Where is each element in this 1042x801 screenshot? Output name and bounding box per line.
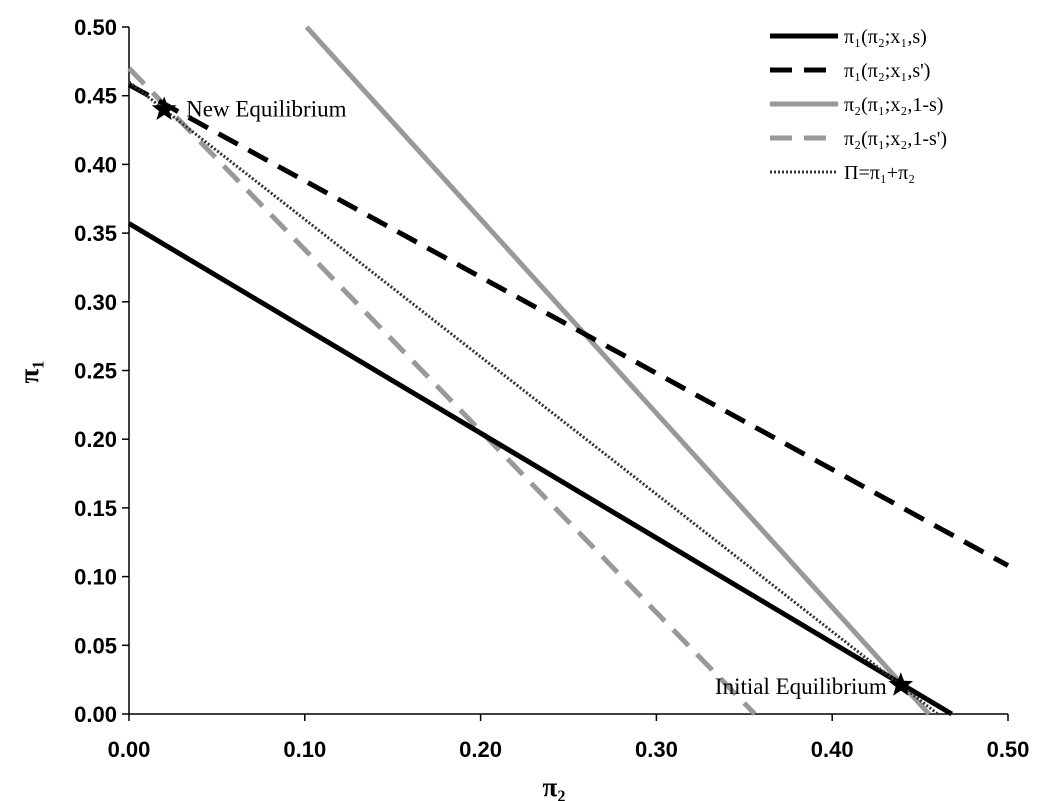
y-tick-label: 0.05 bbox=[74, 633, 117, 658]
y-tick-label: 0.20 bbox=[74, 427, 117, 452]
y-tick-label: 0.30 bbox=[74, 290, 117, 315]
legend: π₁(π₂;x₁,s) π₁(π₂;x₁,s') π₂(π₁;x₂,1-s) π₂(π… bbox=[770, 26, 947, 184]
y-tick-label: 0.15 bbox=[74, 496, 117, 521]
x-tick-label: 0.40 bbox=[811, 737, 854, 762]
annotation-layer: New Equilibrium Initial Equilibrium bbox=[151, 96, 914, 699]
legend-label: Π=π₁+π₂ bbox=[844, 162, 915, 184]
y-tick-label: 0.35 bbox=[74, 221, 117, 246]
y-tick-label: 0.10 bbox=[74, 565, 117, 590]
y-tick-label: 0.50 bbox=[74, 15, 117, 40]
series-line-2 bbox=[127, 82, 1010, 568]
annotation-label: Initial Equilibrium bbox=[715, 674, 887, 699]
series-line-4 bbox=[127, 66, 757, 716]
legend-label: π₂(π₁;x₂,1-s') bbox=[844, 128, 947, 150]
legend-label: π₁(π₂;x₁,s) bbox=[844, 26, 927, 48]
series-line-5 bbox=[128, 80, 939, 716]
equilibrium-star-icon bbox=[888, 672, 914, 696]
y-tick-label: 0.25 bbox=[74, 359, 117, 384]
series-line-1 bbox=[127, 221, 953, 717]
series-line-3 bbox=[304, 25, 931, 716]
y-axis-label: π₁ bbox=[14, 361, 44, 384]
x-axis-label: π₂ bbox=[543, 772, 566, 801]
y-tick-label: 0.00 bbox=[74, 702, 117, 727]
x-tick-label: 0.00 bbox=[108, 737, 151, 762]
y-tick-label: 0.45 bbox=[74, 84, 117, 109]
legend-label: π₂(π₁;x₂,1-s) bbox=[844, 94, 943, 116]
x-tick-label: 0.30 bbox=[635, 737, 678, 762]
x-tick-label: 0.50 bbox=[987, 737, 1030, 762]
series-layer bbox=[127, 25, 1010, 717]
annotation-label: New Equilibrium bbox=[186, 96, 346, 121]
x-tick-label: 0.10 bbox=[283, 737, 326, 762]
legend-label: π₁(π₂;x₁,s') bbox=[844, 60, 930, 82]
x-tick-label: 0.20 bbox=[459, 737, 502, 762]
y-tick-label: 0.40 bbox=[74, 152, 117, 177]
axes: 0.00 0.05 0.10 0.15 0.20 0.25 0.30 0.35 0.40 0.45… bbox=[74, 15, 1029, 762]
equilibrium-star-icon bbox=[151, 96, 177, 120]
